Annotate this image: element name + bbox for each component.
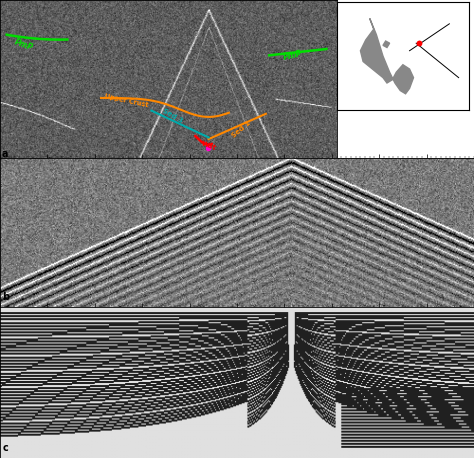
Text: PmP: PmP [283,49,303,62]
Text: a: a [2,148,8,158]
Text: c: c [2,443,8,453]
Polygon shape [360,18,413,94]
Text: PmP: PmP [13,38,35,53]
Text: b: b [2,292,9,302]
Text: Sed 3: Sed 3 [162,108,184,124]
Text: Upper Crust: Upper Crust [104,93,149,109]
Text: Wat: Wat [200,140,217,151]
Polygon shape [383,41,390,48]
Text: Sed 1: Sed 1 [230,120,251,138]
